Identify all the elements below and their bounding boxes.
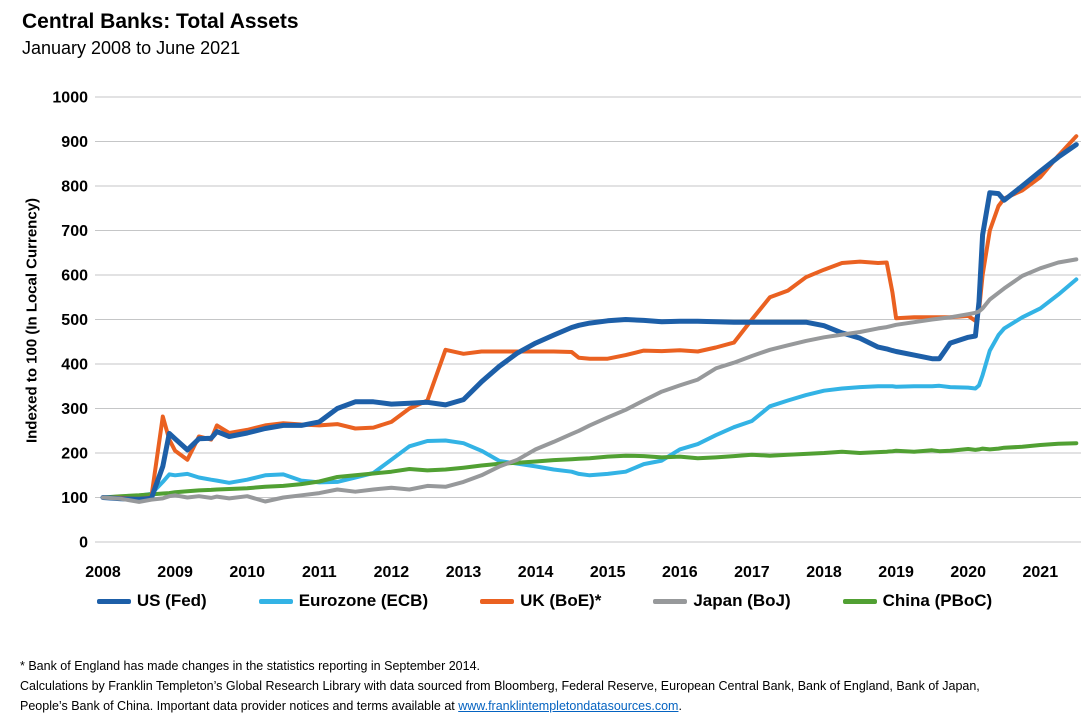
x-tick-label: 2015 <box>590 564 626 581</box>
x-tick-label: 2008 <box>85 564 121 581</box>
uk-boe-line-swatch-icon <box>480 598 515 604</box>
legend-item-china-pboc: China (PBoC) <box>842 591 993 611</box>
series-line-china-pboc- <box>101 441 1079 500</box>
legend-item-us-fed: US (Fed) <box>96 591 207 611</box>
x-tick-label: 2020 <box>950 564 986 581</box>
footnote-boe: * Bank of England has made changes in th… <box>20 659 481 673</box>
page-title: Central Banks: Total Assets <box>22 10 299 33</box>
source-line-2-period: . <box>678 699 682 713</box>
legend-label: UK (BoE)* <box>520 591 602 610</box>
x-tick-label: 2021 <box>1023 564 1059 581</box>
y-tick-label: 700 <box>61 223 88 240</box>
x-tick-label: 2017 <box>734 564 770 581</box>
x-tick-label: 2016 <box>662 564 698 581</box>
x-tick-label: 2012 <box>374 564 410 581</box>
chart-plot: 0 100 200 300 400 500 600 700 800 900 1000 2008 2009… <box>52 90 1081 581</box>
x-tick-label: 2014 <box>518 564 554 581</box>
source-line-1: Calculations by Franklin Templeton’s Glo… <box>20 679 980 693</box>
x-tick-label: 2018 <box>806 564 842 581</box>
china-pboc-line-swatch-icon <box>842 598 877 604</box>
series-line-japan-boj- <box>101 257 1079 504</box>
x-tick-label: 2013 <box>446 564 482 581</box>
eurozone-ecb-line-swatch-icon <box>258 598 293 604</box>
legend-label: Japan (BoJ) <box>693 591 791 610</box>
footnotes: * Bank of England has made changes in th… <box>20 656 1078 716</box>
source-line-2-text: People’s Bank of China. Important data p… <box>20 699 459 713</box>
y-tick-label: 600 <box>61 268 88 285</box>
x-tick-label: 2019 <box>878 564 914 581</box>
source-line-2: People’s Bank of China. Important data p… <box>20 696 1078 716</box>
x-tick-label: 2009 <box>157 564 193 581</box>
y-tick-label: 500 <box>61 312 88 329</box>
legend-item-eurozone-ecb: Eurozone (ECB) <box>258 591 429 611</box>
y-tick-label: 0 <box>79 535 88 552</box>
y-tick-label: 300 <box>61 401 88 418</box>
legend-item-uk-boe: UK (BoE)* <box>480 591 601 611</box>
x-tick-label: 2011 <box>302 564 337 581</box>
us-fed-line-swatch-icon <box>96 598 131 604</box>
x-tick-label: 2010 <box>229 564 265 581</box>
y-tick-label: 900 <box>61 134 88 151</box>
series-line-eurozone-ecb- <box>101 277 1079 500</box>
y-tick-label: 200 <box>61 446 88 463</box>
y-tick-label: 400 <box>61 357 88 374</box>
legend-label: China (PBoC) <box>882 591 993 610</box>
legend-label: Eurozone (ECB) <box>298 591 429 610</box>
y-tick-label: 1000 <box>52 90 88 107</box>
page-subtitle: January 2008 to June 2021 <box>22 38 241 58</box>
y-tick-label: 800 <box>61 179 88 196</box>
legend-item-japan-boj: Japan (BoJ) <box>653 591 791 611</box>
series-line-us-fed- <box>100 142 1079 502</box>
japan-boj-line-swatch-icon <box>653 598 688 604</box>
chart-legend: US (Fed) Eurozone (ECB) UK (BoE)* Japan … <box>0 591 1089 611</box>
y-tick-label: 100 <box>61 490 88 507</box>
series-line-uk-boe- <box>101 134 1079 501</box>
data-sources-link[interactable]: www.franklintempletondatasources.com <box>458 699 679 713</box>
legend-label: US (Fed) <box>136 591 207 610</box>
